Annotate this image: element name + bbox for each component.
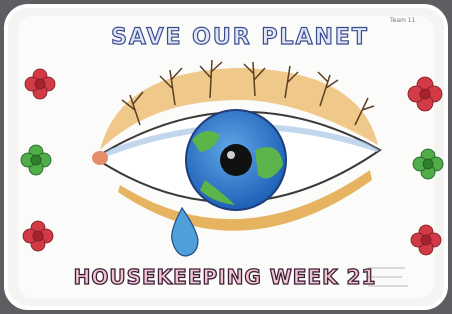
page: SAVE OUR PLANET Team 11 HOUSEKEEPING WEE… (0, 0, 452, 314)
pupil (220, 144, 252, 176)
photo: SAVE OUR PLANET Team 11 HOUSEKEEPING WEE… (0, 0, 452, 314)
pupil-highlight (227, 151, 235, 159)
poster-footer: HOUSEKEEPING WEEK 21 (74, 265, 377, 289)
tear-duct (92, 151, 108, 165)
team-label: Team 11 (389, 17, 416, 24)
poster-title: SAVE OUR PLANET (111, 25, 369, 50)
